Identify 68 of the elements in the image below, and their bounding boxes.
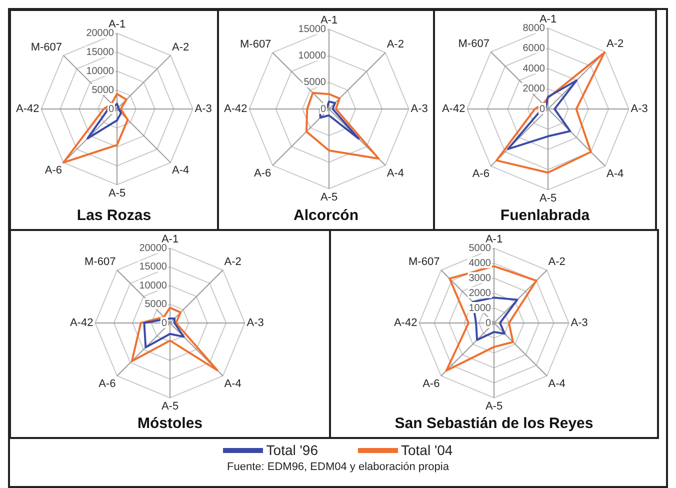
spoke-label: A-4: [172, 164, 190, 177]
y-tick-label: 4000: [522, 63, 546, 74]
y-tick-label: 1000: [468, 302, 492, 314]
text: Alcorcón: [293, 207, 359, 224]
spoke-label: A-6: [98, 378, 116, 390]
y-tick-label: 8000: [522, 22, 546, 34]
spoke-label: M-607: [240, 38, 272, 51]
y-tick-label: 0: [485, 318, 492, 329]
spoke-label: M-607: [84, 256, 116, 268]
spoke-label: A-42: [394, 317, 418, 330]
spoke-label: A-42: [16, 103, 40, 116]
y-tick-label: 20000: [86, 28, 114, 39]
spoke-label: A-2: [224, 256, 242, 268]
y-tick-label: 0: [108, 104, 114, 115]
spoke-label: A-6: [254, 167, 272, 180]
spoke-label: A-42: [70, 317, 94, 330]
y-tick-label: 2000: [522, 84, 546, 95]
text: Las Rozas: [76, 207, 152, 224]
spoke-label: A-4: [224, 378, 242, 390]
spoke-label: A-3: [194, 103, 212, 116]
y-tick-label: 15000: [139, 262, 168, 273]
y-tick-label: 0: [161, 318, 168, 329]
y-tick-label: 5000: [304, 77, 326, 88]
spoke-label: A-4: [548, 378, 566, 390]
spoke-label: A-2: [548, 256, 566, 268]
spoke-label: A-42: [224, 103, 248, 116]
source-note: Fuente: EDM96, EDM04 y elaboración propia: [226, 461, 450, 473]
legend-label: Total '96: [266, 442, 318, 458]
text: San Sebastián de los Reyes: [394, 415, 594, 432]
spoke-label: A-6: [422, 378, 440, 390]
y-tick-label: 4000: [468, 258, 492, 269]
spoke-label: A-2: [606, 38, 624, 50]
y-tick-label: 2000: [468, 288, 492, 299]
spoke-label: A-5: [161, 400, 179, 412]
spoke-label: A-2: [172, 41, 190, 54]
y-tick-label: 5000: [468, 242, 492, 254]
spoke-label: A-3: [246, 317, 264, 330]
y-tick-label: 5000: [144, 299, 168, 310]
y-tick-label: 10000: [298, 50, 326, 62]
y-tick-label: 5000: [92, 84, 114, 96]
spoke-label: A-4: [386, 167, 404, 180]
spoke-label: M-607: [458, 38, 490, 50]
y-tick-label: 15000: [298, 24, 326, 35]
spoke-label: A-42: [442, 103, 466, 116]
spoke-label: A-3: [410, 103, 428, 116]
y-tick-label: 15000: [86, 46, 114, 58]
spoke-label: A-3: [570, 317, 588, 330]
text: Fuenlabrada: [500, 207, 590, 224]
spoke-label: A-5: [485, 400, 503, 412]
spoke-label: A-2: [386, 38, 404, 51]
spoke-label: A-4: [606, 168, 624, 180]
y-tick-label: 10000: [139, 280, 168, 292]
y-tick-label: 3000: [468, 272, 492, 284]
spoke-label: A-5: [108, 187, 126, 200]
spoke-label: M-607: [408, 256, 440, 268]
text: Móstoles: [137, 415, 203, 432]
spoke-label: A-5: [320, 191, 338, 204]
spoke-label: A-3: [630, 103, 648, 116]
y-tick-label: 0: [320, 104, 326, 115]
y-tick-label: 6000: [522, 43, 546, 54]
spoke-label: A-6: [44, 164, 62, 177]
legend-label: Total '04: [401, 442, 453, 458]
spoke-label: M-607: [30, 41, 62, 54]
spoke-label: A-6: [472, 168, 490, 180]
y-tick-label: 10000: [86, 66, 114, 77]
y-tick-label: 20000: [139, 242, 168, 254]
spoke-label: A-5: [539, 192, 557, 204]
y-tick-label: 0: [539, 104, 546, 115]
